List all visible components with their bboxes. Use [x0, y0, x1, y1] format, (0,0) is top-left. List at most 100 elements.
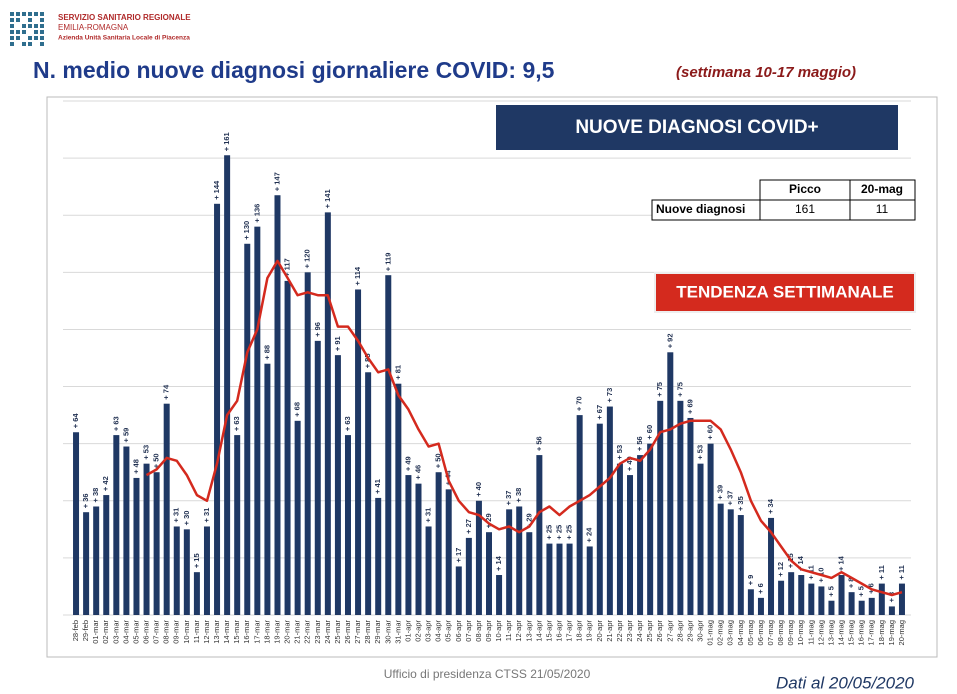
- data-label: + 56: [635, 436, 644, 451]
- data-label: + 53: [696, 445, 705, 460]
- x-tick-label: 31-mar: [393, 620, 402, 644]
- table-cell: [849, 199, 916, 221]
- x-tick-label: 08-mar: [162, 620, 171, 644]
- bar: [455, 566, 462, 615]
- bar: [183, 529, 190, 615]
- x-tick-label: 17-apr: [565, 620, 574, 642]
- legend-banner: [654, 272, 916, 313]
- data-label: + 11: [897, 565, 906, 579]
- bar: [506, 509, 513, 615]
- x-tick-label: 09-mar: [172, 620, 181, 644]
- x-tick-label: 26-mar: [343, 620, 352, 644]
- x-tick-label: 20-apr: [595, 620, 604, 642]
- x-tick-label: 12-apr: [514, 620, 523, 642]
- bar: [445, 489, 452, 615]
- x-tick-label: 12-mar: [202, 620, 211, 644]
- x-tick-label: 24-mar: [323, 620, 332, 644]
- x-tick-label: 19-apr: [585, 620, 594, 642]
- x-tick-label: 15-mag: [847, 620, 856, 645]
- x-tick-label: 10-mar: [182, 620, 191, 644]
- x-tick-label: 26-apr: [655, 620, 664, 642]
- x-tick-label: 05-apr: [444, 620, 453, 642]
- bar: [627, 475, 634, 615]
- bar: [586, 546, 593, 615]
- logo-mark: [10, 12, 44, 46]
- x-tick-label: 29-apr: [685, 620, 694, 642]
- bar: [566, 543, 573, 615]
- footer-date: Dati al 20/05/2020: [776, 673, 915, 692]
- bar: [788, 572, 795, 615]
- x-tick-label: 03-mag: [726, 620, 735, 645]
- x-tick-label: 09-mag: [786, 620, 795, 645]
- data-label: + 14: [796, 555, 805, 571]
- x-tick-label: 25-apr: [645, 620, 654, 642]
- data-label: + 147: [272, 172, 281, 191]
- bar: [435, 472, 442, 615]
- bar: [717, 503, 724, 615]
- x-tick-label: 22-mar: [303, 620, 312, 644]
- x-tick-label: 05-mar: [131, 620, 140, 644]
- data-label: + 3: [887, 592, 896, 603]
- x-tick-label: 11-apr: [504, 619, 513, 641]
- x-tick-label: 30-apr: [696, 620, 705, 642]
- data-label: + 130: [242, 221, 251, 240]
- bar: [818, 586, 825, 615]
- x-tick-label: 01-mar: [91, 620, 100, 644]
- bar: [324, 212, 331, 615]
- data-label: + 91: [333, 336, 342, 351]
- data-label: + 88: [262, 345, 271, 360]
- x-tick-label: 14-mar: [222, 620, 231, 644]
- data-label: + 56: [534, 436, 543, 451]
- bar: [73, 432, 80, 615]
- data-label: + 73: [605, 388, 614, 403]
- data-label: + 120: [303, 249, 312, 268]
- x-tick-label: 28-mar: [363, 620, 372, 644]
- data-label: + 11: [877, 565, 886, 579]
- bar: [576, 415, 583, 615]
- x-tick-label: 10-mag: [796, 620, 805, 645]
- x-tick-label: 06-mag: [756, 620, 765, 645]
- data-label: + 81: [393, 365, 402, 380]
- x-tick-label: 23-mar: [313, 620, 322, 644]
- bar: [778, 580, 785, 615]
- data-label: + 17: [454, 548, 463, 563]
- data-label: + 161: [222, 132, 231, 151]
- data-label: + 38: [514, 488, 523, 503]
- bar: [405, 475, 412, 615]
- x-tick-label: 16-apr: [554, 620, 563, 642]
- bar: [304, 272, 311, 615]
- data-label: + 70: [575, 396, 584, 411]
- x-tick-label: 18-apr: [575, 620, 584, 642]
- x-tick-label: 07-mag: [766, 620, 775, 645]
- bar: [375, 497, 382, 615]
- bar: [163, 403, 170, 615]
- bar: [254, 226, 261, 615]
- data-label: + 53: [142, 445, 151, 460]
- data-label: + 85: [363, 353, 372, 368]
- bar: [224, 155, 231, 615]
- bar: [294, 420, 301, 615]
- logo: SERVIZIO SANITARIO REGIONALE EMILIA-ROMA…: [10, 12, 191, 46]
- data-label: + 29: [484, 513, 493, 528]
- x-tick-label: 03-apr: [424, 620, 433, 642]
- bar: [133, 477, 140, 615]
- bar: [153, 472, 160, 615]
- bar: [596, 423, 603, 615]
- x-tick-label: 18-mag: [877, 620, 886, 645]
- data-label: + 37: [726, 491, 735, 506]
- x-tick-label: 13-mag: [826, 620, 835, 645]
- bar: [858, 600, 865, 615]
- data-label: + 5: [857, 586, 866, 597]
- bar: [828, 600, 835, 615]
- data-label: + 15: [192, 553, 201, 568]
- bar: [747, 589, 754, 615]
- data-label: + 12: [776, 562, 785, 577]
- bar: [647, 443, 654, 615]
- x-tick-label: 03-mar: [111, 620, 120, 644]
- bar: [274, 195, 281, 615]
- data-label: + 14: [494, 555, 503, 571]
- bar: [838, 575, 845, 615]
- x-tick-label: 11-mag: [806, 620, 815, 645]
- data-label: + 14: [837, 555, 846, 571]
- x-tick-label: 24-apr: [635, 620, 644, 642]
